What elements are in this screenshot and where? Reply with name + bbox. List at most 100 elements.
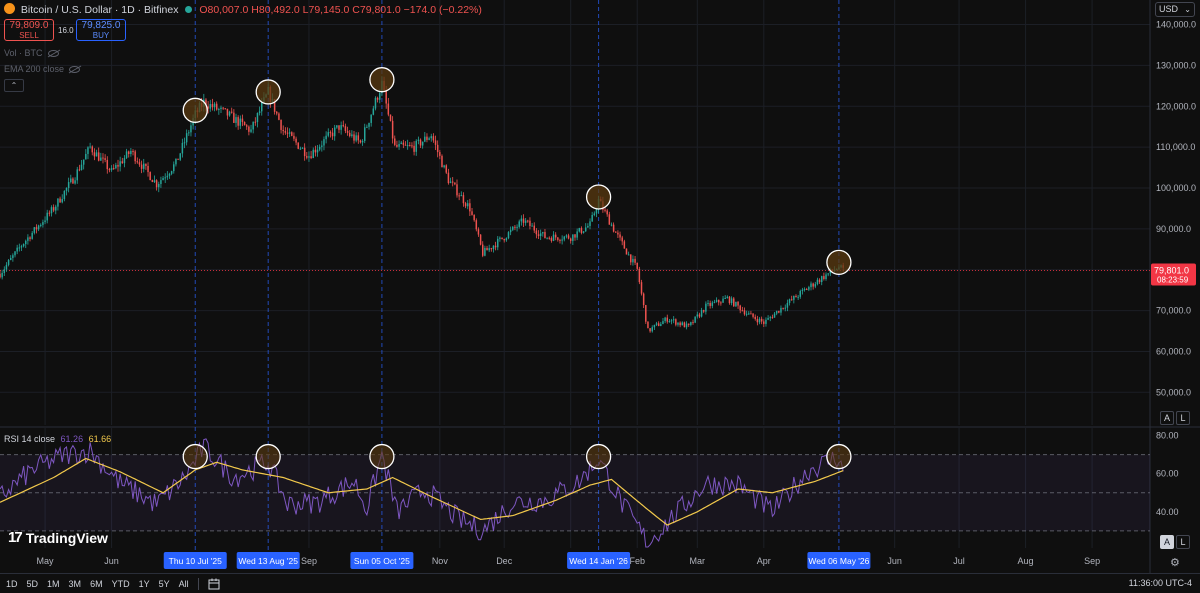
- clock-timezone[interactable]: 11:36:00 UTC-4: [1128, 578, 1192, 588]
- candle-body: [458, 195, 460, 197]
- marker-date-label: Wed 06 May '26: [808, 556, 869, 566]
- candle-body: [413, 145, 415, 152]
- candle-body: [417, 139, 420, 141]
- range-1y[interactable]: 1Y: [138, 578, 150, 589]
- candle-body: [91, 146, 94, 153]
- candle-body: [782, 307, 784, 309]
- candle-body: [484, 247, 486, 256]
- candle-body: [40, 224, 42, 226]
- candle-layer: [0, 76, 844, 333]
- log-scale-button[interactable]: L: [1176, 411, 1190, 425]
- candle-body: [61, 199, 63, 203]
- range-3m[interactable]: 3M: [68, 578, 82, 589]
- candle-body: [48, 212, 51, 214]
- candle-body: [486, 247, 488, 251]
- market-open-icon: [185, 6, 193, 13]
- candle-body: [0, 273, 1, 278]
- price-tick-label: 110,000.0: [1156, 142, 1195, 152]
- candle-body: [554, 234, 557, 238]
- candle-body: [336, 125, 338, 128]
- sell-label: SELL: [19, 31, 39, 40]
- candle-body: [391, 120, 394, 139]
- range-all[interactable]: All: [178, 578, 189, 589]
- collapse-legend-button[interactable]: ⌃: [4, 79, 24, 92]
- indicator-volume[interactable]: Vol · BTC: [4, 48, 59, 58]
- candle-body: [89, 146, 91, 148]
- candle-body: [810, 283, 812, 288]
- candle-body: [353, 134, 355, 141]
- sell-button[interactable]: 79,809.0 SELL: [4, 19, 54, 41]
- candle-body: [649, 328, 651, 332]
- range-5d[interactable]: 5D: [26, 578, 39, 589]
- candle-body: [561, 239, 563, 241]
- rsi-legend[interactable]: RSI 14 close 61.26 61.66: [4, 434, 111, 444]
- candle-body: [78, 169, 81, 171]
- candle-body: [640, 282, 643, 294]
- candle-body: [709, 303, 711, 306]
- price-circle-marker: [826, 249, 852, 276]
- candle-body: [660, 324, 662, 326]
- candle-body: [252, 121, 254, 130]
- last-price-label: 79,801.0: [1154, 266, 1189, 276]
- candle-body: [812, 283, 814, 287]
- candle-body: [14, 251, 16, 256]
- candle-body: [385, 90, 387, 104]
- eye-hidden-icon[interactable]: [47, 49, 59, 57]
- candle-body: [473, 214, 475, 221]
- marker-date-label: Thu 10 Jul '25: [169, 556, 222, 566]
- eye-hidden-icon[interactable]: [69, 65, 81, 73]
- candle-body: [535, 230, 538, 235]
- candle-body: [100, 157, 102, 161]
- candle-body: [539, 233, 542, 237]
- candle-body: [112, 168, 115, 170]
- candle-body: [76, 169, 78, 181]
- candle-body: [778, 310, 780, 313]
- candle-body: [44, 220, 46, 223]
- candle-body: [827, 273, 829, 275]
- candle-body: [218, 109, 220, 111]
- candle-body: [273, 99, 276, 112]
- indicator-ema[interactable]: EMA 200 close: [4, 64, 81, 74]
- candle-body: [374, 97, 377, 109]
- rsi-log-scale-button[interactable]: L: [1176, 535, 1190, 549]
- candle-body: [681, 322, 684, 326]
- price-tick-label: 120,000.0: [1156, 101, 1196, 111]
- buy-button[interactable]: 79,825.0 BUY: [76, 19, 126, 41]
- rsi-ma-line: [0, 457, 844, 526]
- time-tick-label: Sep: [1084, 556, 1100, 566]
- candle-body: [108, 169, 111, 171]
- candle-body: [619, 234, 621, 238]
- auto-scale-button[interactable]: A: [1160, 411, 1174, 425]
- candle-body: [147, 165, 149, 173]
- range-1d[interactable]: 1D: [6, 578, 18, 589]
- candle-body: [823, 276, 825, 280]
- range-ytd[interactable]: YTD: [111, 578, 130, 589]
- range-6m[interactable]: 6M: [90, 578, 103, 589]
- candle-body: [379, 93, 381, 100]
- candle-body: [370, 114, 372, 123]
- tradingview-logo[interactable]: 17 TradingView: [8, 529, 108, 546]
- candle-body: [653, 324, 656, 328]
- calendar-icon[interactable]: [208, 578, 221, 590]
- candle-body: [179, 153, 181, 160]
- candle-body: [261, 102, 263, 112]
- candle-body: [394, 138, 396, 145]
- time-tick-label: Jul: [953, 556, 965, 566]
- candle-body: [690, 322, 692, 325]
- rsi-auto-scale-button[interactable]: A: [1160, 535, 1174, 549]
- candle-body: [348, 132, 351, 137]
- range-1m[interactable]: 1M: [47, 578, 60, 589]
- candle-body: [456, 184, 458, 196]
- candle-body: [59, 198, 61, 203]
- time-tick-label: Aug: [1018, 556, 1034, 566]
- symbol-title[interactable]: Bitcoin / U.S. Dollar · 1D · Bitfinex: [20, 4, 179, 16]
- candle-body: [514, 226, 516, 228]
- gear-icon[interactable]: ⚙: [1170, 557, 1180, 569]
- candle-body: [565, 235, 568, 237]
- range-5y[interactable]: 5Y: [158, 578, 170, 589]
- candle-body: [584, 227, 587, 232]
- candle-body: [497, 238, 499, 248]
- currency-selector[interactable]: USD ⌄: [1155, 2, 1195, 17]
